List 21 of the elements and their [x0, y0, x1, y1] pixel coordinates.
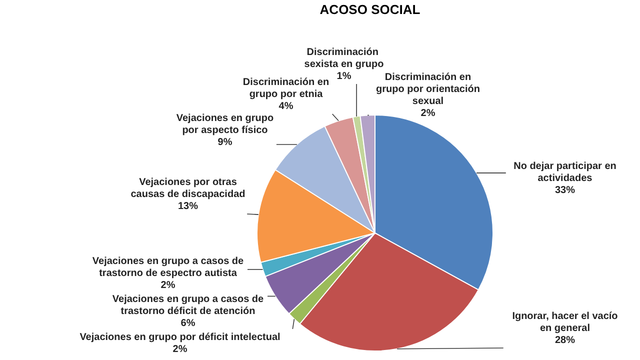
data-label: 4%: [278, 101, 294, 112]
slice-label: Discriminación en grupo por etnia: [242, 77, 330, 100]
slice-label: Vejaciones en grupo a casos de trastorno déficit de atención: [112, 294, 264, 317]
data-label: 6%: [180, 318, 196, 329]
slice-label: Ignorar, hacer el vacío en general: [512, 311, 618, 334]
data-label: 2%: [172, 344, 188, 355]
data-label: 9%: [218, 137, 232, 148]
slice-label: No dejar participar en actividades: [514, 161, 616, 184]
data-label: 28%: [554, 335, 576, 346]
slice-label: Discriminación en grupo por orientación sexual: [376, 72, 480, 107]
data-label: 1%: [336, 71, 352, 82]
data-label: 33%: [554, 185, 576, 196]
slice-label: Vejaciones en grupo a casos de trastorno de espectro autista: [92, 256, 244, 279]
data-label: 2%: [160, 280, 176, 291]
chart-title: ACOSO SOCIAL: [320, 2, 420, 17]
data-label: 2%: [420, 108, 436, 119]
slice-label: Vejaciones en grupo por aspecto físico: [176, 113, 274, 136]
slice-label: Vejaciones por otras causas de discapacidad: [130, 177, 246, 200]
slice-label: Discriminación sexista en grupo: [304, 47, 384, 70]
data-label: 13%: [178, 201, 198, 212]
slice-label: Vejaciones en grupo por déficit intelectual: [80, 332, 281, 343]
